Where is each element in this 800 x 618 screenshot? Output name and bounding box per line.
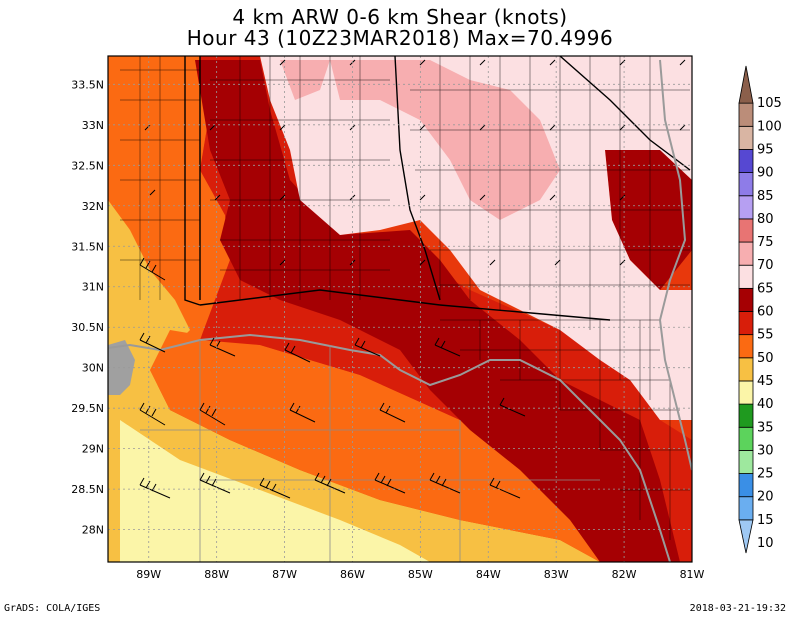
lon-tick-label: 83W bbox=[544, 568, 569, 581]
lat-tick-label: 28N bbox=[82, 524, 104, 537]
footer-right: 2018-03-21-19:32 bbox=[689, 603, 786, 614]
colorbar-swatch bbox=[738, 334, 754, 359]
lon-tick-label: 82W bbox=[612, 568, 637, 581]
colorbar-swatch bbox=[738, 473, 754, 498]
field-65-70 bbox=[330, 60, 560, 220]
colorbar-label: 35 bbox=[757, 420, 774, 435]
colorbar-swatch bbox=[738, 264, 754, 289]
colorbar-swatch bbox=[738, 496, 754, 521]
shaded-field bbox=[108, 56, 692, 562]
colorbar-swatch bbox=[738, 102, 754, 127]
colorbar-swatch bbox=[738, 311, 754, 336]
lat-tick-label: 29N bbox=[82, 443, 104, 456]
lon-tick-label: 88W bbox=[204, 568, 229, 581]
lat-tick-label: 30.5N bbox=[71, 321, 104, 334]
colorbar-label: 105 bbox=[757, 96, 782, 111]
colorbar-label: 65 bbox=[757, 281, 774, 296]
colorbar-label: 15 bbox=[757, 513, 774, 528]
field-40-45 bbox=[108, 200, 600, 562]
field-60-65 bbox=[260, 56, 692, 420]
lat-tick-label: 32N bbox=[82, 200, 104, 213]
colorbar-label: 60 bbox=[757, 305, 774, 320]
colorbar-swatch bbox=[738, 241, 754, 266]
lat-tick-label: 29.5N bbox=[71, 402, 104, 415]
lat-tick-label: 32.5N bbox=[71, 159, 104, 172]
longitude-labels: 89W 88W 87W 86W 85W 84W 83W 82W 81W bbox=[136, 568, 704, 581]
lat-tick-label: 30N bbox=[82, 362, 104, 375]
colorbar-swatch bbox=[738, 125, 754, 150]
field-55-60 bbox=[195, 60, 680, 562]
colorbar-label: 40 bbox=[757, 397, 774, 412]
state-borders bbox=[184, 56, 691, 321]
colorbar-swatch bbox=[738, 218, 754, 243]
lon-tick-label: 87W bbox=[272, 568, 297, 581]
colorbar-label: 20 bbox=[757, 490, 774, 505]
lat-tick-label: 33.5N bbox=[71, 78, 104, 91]
colorbar: 10 15 20 25 30 35 40 45 50 55 60 65 70 75 80 85 90 95 100 1… bbox=[738, 65, 782, 554]
colorbar-swatch bbox=[738, 519, 754, 554]
colorbar-swatch bbox=[738, 380, 754, 405]
lon-tick-label: 84W bbox=[476, 568, 501, 581]
colorbar-swatch bbox=[738, 287, 754, 312]
offshore-lines bbox=[140, 340, 600, 562]
lon-tick-label: 81W bbox=[680, 568, 705, 581]
field-55-60-georgia bbox=[605, 150, 692, 290]
colorbar-label: 100 bbox=[757, 119, 782, 134]
lat-tick-label: 28.5N bbox=[71, 483, 104, 496]
colorbar-swatch bbox=[738, 426, 754, 451]
colorbar-swatch bbox=[738, 65, 754, 104]
colorbar-swatch bbox=[738, 195, 754, 220]
colorbar-label: 95 bbox=[757, 142, 774, 157]
colorbar-label: 90 bbox=[757, 166, 774, 181]
chart-title: 4 km ARW 0-6 km Shear (knots) bbox=[232, 5, 568, 29]
colorbar-swatch bbox=[738, 149, 754, 173]
colorbar-label: 70 bbox=[757, 258, 774, 273]
latitude-labels: 33.5N 33N 32.5N 32N 31.5N 31N 30.5N 30N 29.5N 29N… bbox=[71, 78, 104, 536]
colorbar-swatch bbox=[738, 449, 754, 474]
colorbar-label: 80 bbox=[757, 212, 774, 227]
lat-tick-label: 33N bbox=[82, 119, 104, 132]
lat-tick-label: 31.5N bbox=[71, 240, 104, 253]
mississippi-delta bbox=[108, 340, 135, 395]
colorbar-label: 45 bbox=[757, 374, 774, 389]
colorbar-label: 25 bbox=[757, 467, 774, 482]
colorbar-label: 50 bbox=[757, 351, 774, 366]
county-lines bbox=[120, 56, 690, 540]
colorbar-label: 55 bbox=[757, 328, 774, 343]
footer-left: GrADS: COLA/IGES bbox=[4, 603, 101, 614]
map-frame bbox=[107, 55, 693, 563]
lon-tick-label: 86W bbox=[340, 568, 365, 581]
lat-tick-label: 31N bbox=[82, 281, 104, 294]
lat-lon-grid bbox=[108, 56, 693, 562]
colorbar-label: 30 bbox=[757, 443, 774, 458]
lon-tick-label: 85W bbox=[408, 568, 433, 581]
colorbar-label: 85 bbox=[757, 189, 774, 204]
chart-subtitle: Hour 43 (10Z23MAR2018) Max=70.4996 bbox=[186, 26, 614, 50]
colorbar-swatch bbox=[738, 357, 754, 382]
colorbar-label: 10 bbox=[757, 536, 774, 551]
coastline bbox=[108, 59, 692, 562]
colorbar-swatch bbox=[738, 172, 754, 197]
colorbar-label: 75 bbox=[757, 235, 774, 250]
colorbar-swatch bbox=[738, 403, 754, 428]
lon-tick-label: 89W bbox=[136, 568, 161, 581]
